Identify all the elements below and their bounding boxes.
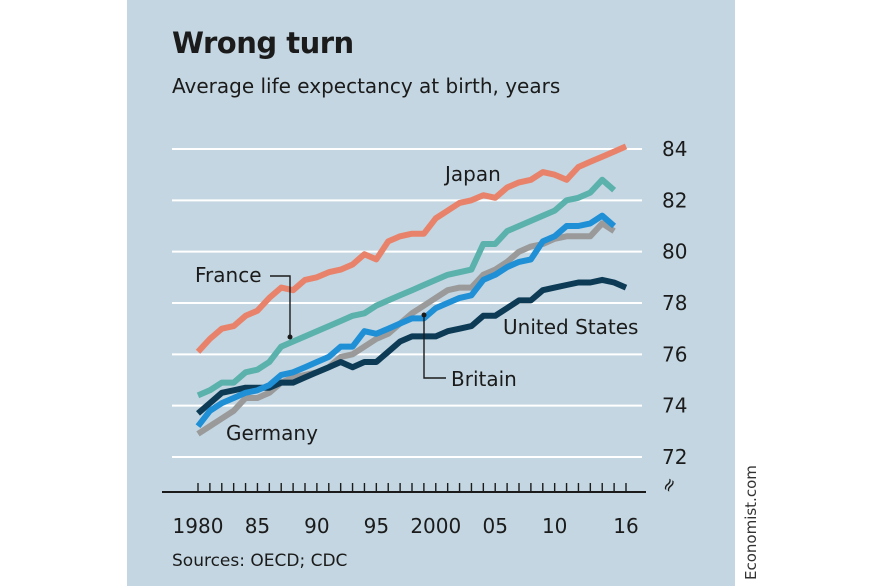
y-tick-label: 78 [662,291,687,315]
y-tick-label: 84 [662,137,687,161]
series-line-france [196,176,617,399]
x-tick-label: 90 [304,514,329,538]
series-annotations: Japan France Britain United States Germany [195,162,638,445]
axis-break-symbol: ≈ [657,473,683,497]
france-leader-dot [287,334,293,340]
x-tick-label: 1980 [173,514,224,538]
label-united-states: United States [503,315,638,339]
x-axis: 1980 85 90 95 2000 05 10 16 ≈ [162,473,682,538]
label-britain: Britain [451,367,517,391]
y-tick-label: 72 [662,445,687,469]
y-tick-label: 74 [662,394,687,418]
x-tick-label: 05 [482,514,507,538]
france-leader-line [270,275,291,337]
source-note: Sources: OECD; CDC [172,551,348,571]
britain-leader-line [423,315,446,379]
y-tick-label: 76 [662,342,687,366]
britain-leader-dot [421,312,427,318]
chart-panel [127,0,735,586]
label-germany: Germany [226,421,318,445]
series-lines [195,143,628,437]
x-tick-label: 10 [542,514,567,538]
x-tick-label: 2000 [410,514,461,538]
chart-title: Wrong turn [172,26,354,60]
gridlines [172,148,642,458]
series-line-britain [195,212,617,429]
x-tick-label: 95 [364,514,389,538]
y-axis-labels: 72 74 76 78 80 82 84 [662,137,687,469]
y-tick-label: 80 [662,240,687,264]
x-tick-label: 85 [245,514,270,538]
y-tick-label: 82 [662,188,687,212]
label-france: France [195,263,262,287]
series-line-japan [195,143,628,354]
publisher-credit: Economist.com [742,465,760,580]
chart-subtitle: Average life expectancy at birth, years [172,74,561,98]
label-japan: Japan [443,162,501,186]
x-tick-label: 16 [613,514,638,538]
